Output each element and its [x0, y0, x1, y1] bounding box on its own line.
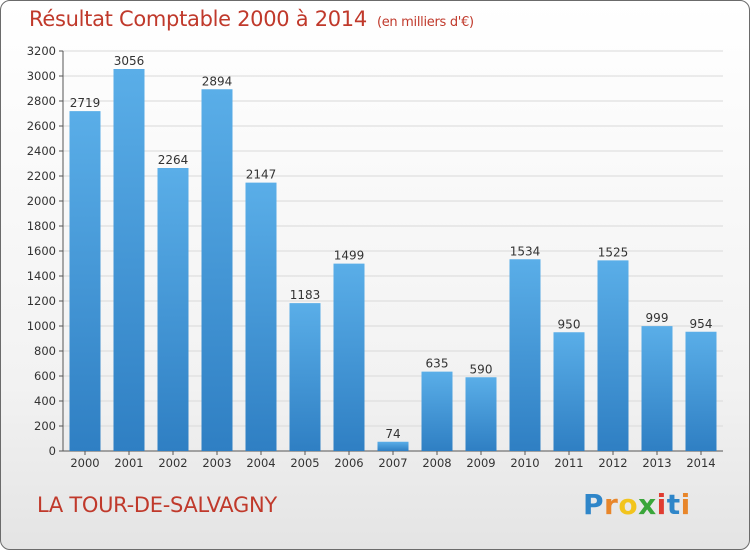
bar-value-label: 590 — [470, 362, 493, 376]
y-tick-label: 2600 — [27, 119, 56, 133]
bar-value-label: 2147 — [246, 168, 277, 182]
y-tick-label: 1400 — [27, 269, 56, 283]
x-tick-label: 2014 — [686, 456, 715, 470]
chart-unit: (en milliers d'€) — [376, 15, 474, 30]
bar-value-label: 1499 — [334, 249, 365, 263]
bar-value-label: 74 — [385, 427, 400, 441]
x-tick-label: 2009 — [466, 456, 495, 470]
y-tick-label: 2800 — [27, 94, 56, 108]
y-tick-label: 1200 — [27, 294, 56, 308]
x-tick-label: 2005 — [290, 456, 319, 470]
bar — [289, 303, 321, 451]
bar-value-label: 1534 — [510, 244, 541, 258]
logo-letter: P — [583, 488, 605, 521]
y-tick-label: 1000 — [27, 319, 56, 333]
logo-letter: x — [638, 488, 657, 521]
y-tick-label: 1600 — [27, 244, 56, 258]
logo-letter: t — [666, 488, 681, 521]
y-tick-label: 3000 — [27, 69, 56, 83]
y-tick-label: 2400 — [27, 144, 56, 158]
bar-value-label: 2719 — [70, 96, 101, 110]
bar — [201, 89, 233, 451]
bar — [421, 371, 453, 451]
logo-letter: r — [604, 488, 619, 521]
y-tick-label: 0 — [49, 444, 56, 458]
x-tick-label: 2001 — [114, 456, 143, 470]
x-tick-label: 2000 — [70, 456, 99, 470]
bar — [157, 168, 189, 451]
bar-value-label: 2264 — [158, 153, 189, 167]
bar-value-label: 1183 — [290, 288, 321, 302]
bar — [509, 259, 541, 451]
bar — [553, 332, 585, 451]
bar — [377, 441, 409, 451]
x-tick-label: 2004 — [246, 456, 275, 470]
y-tick-label: 3200 — [27, 44, 56, 58]
x-tick-label: 2003 — [202, 456, 231, 470]
bar-value-label: 635 — [426, 357, 449, 371]
y-tick-label: 1800 — [27, 219, 56, 233]
bar — [245, 182, 277, 451]
y-tick-label: 200 — [34, 419, 56, 433]
bar — [69, 111, 101, 451]
x-tick-label: 2007 — [378, 456, 407, 470]
logo-letter: o — [618, 488, 639, 521]
y-tick-label: 800 — [34, 344, 56, 358]
y-tick-label: 2000 — [27, 194, 56, 208]
bar-value-label: 3056 — [114, 54, 145, 68]
logo-letter: i — [656, 488, 667, 521]
chart-title: Résultat Comptable 2000 à 2014 (en millie… — [29, 7, 474, 31]
bar-value-label: 954 — [690, 317, 713, 331]
x-tick-label: 2008 — [422, 456, 451, 470]
bar — [641, 326, 673, 451]
x-tick-label: 2002 — [158, 456, 187, 470]
bar-value-label: 1525 — [598, 245, 629, 259]
y-tick-label: 2200 — [27, 169, 56, 183]
bar — [685, 331, 717, 451]
x-tick-label: 2011 — [554, 456, 583, 470]
proxiti-logo: Proxiti — [583, 488, 691, 521]
logo-letter: i — [680, 488, 691, 521]
x-tick-label: 2013 — [642, 456, 671, 470]
y-tick-label: 400 — [34, 394, 56, 408]
bar — [465, 377, 497, 451]
bar — [597, 260, 629, 451]
bar-value-label: 950 — [558, 317, 581, 331]
bar — [333, 263, 365, 451]
x-tick-label: 2012 — [598, 456, 627, 470]
bar-value-label: 999 — [646, 311, 669, 325]
y-tick-label: 600 — [34, 369, 56, 383]
commune-name: LA TOUR-DE-SALVAGNY — [37, 493, 277, 517]
x-tick-label: 2006 — [334, 456, 363, 470]
chart-title-text: Résultat Comptable 2000 à 2014 — [29, 7, 367, 31]
bar — [113, 69, 145, 451]
bar-value-label: 2894 — [202, 74, 233, 88]
x-tick-label: 2010 — [510, 456, 539, 470]
